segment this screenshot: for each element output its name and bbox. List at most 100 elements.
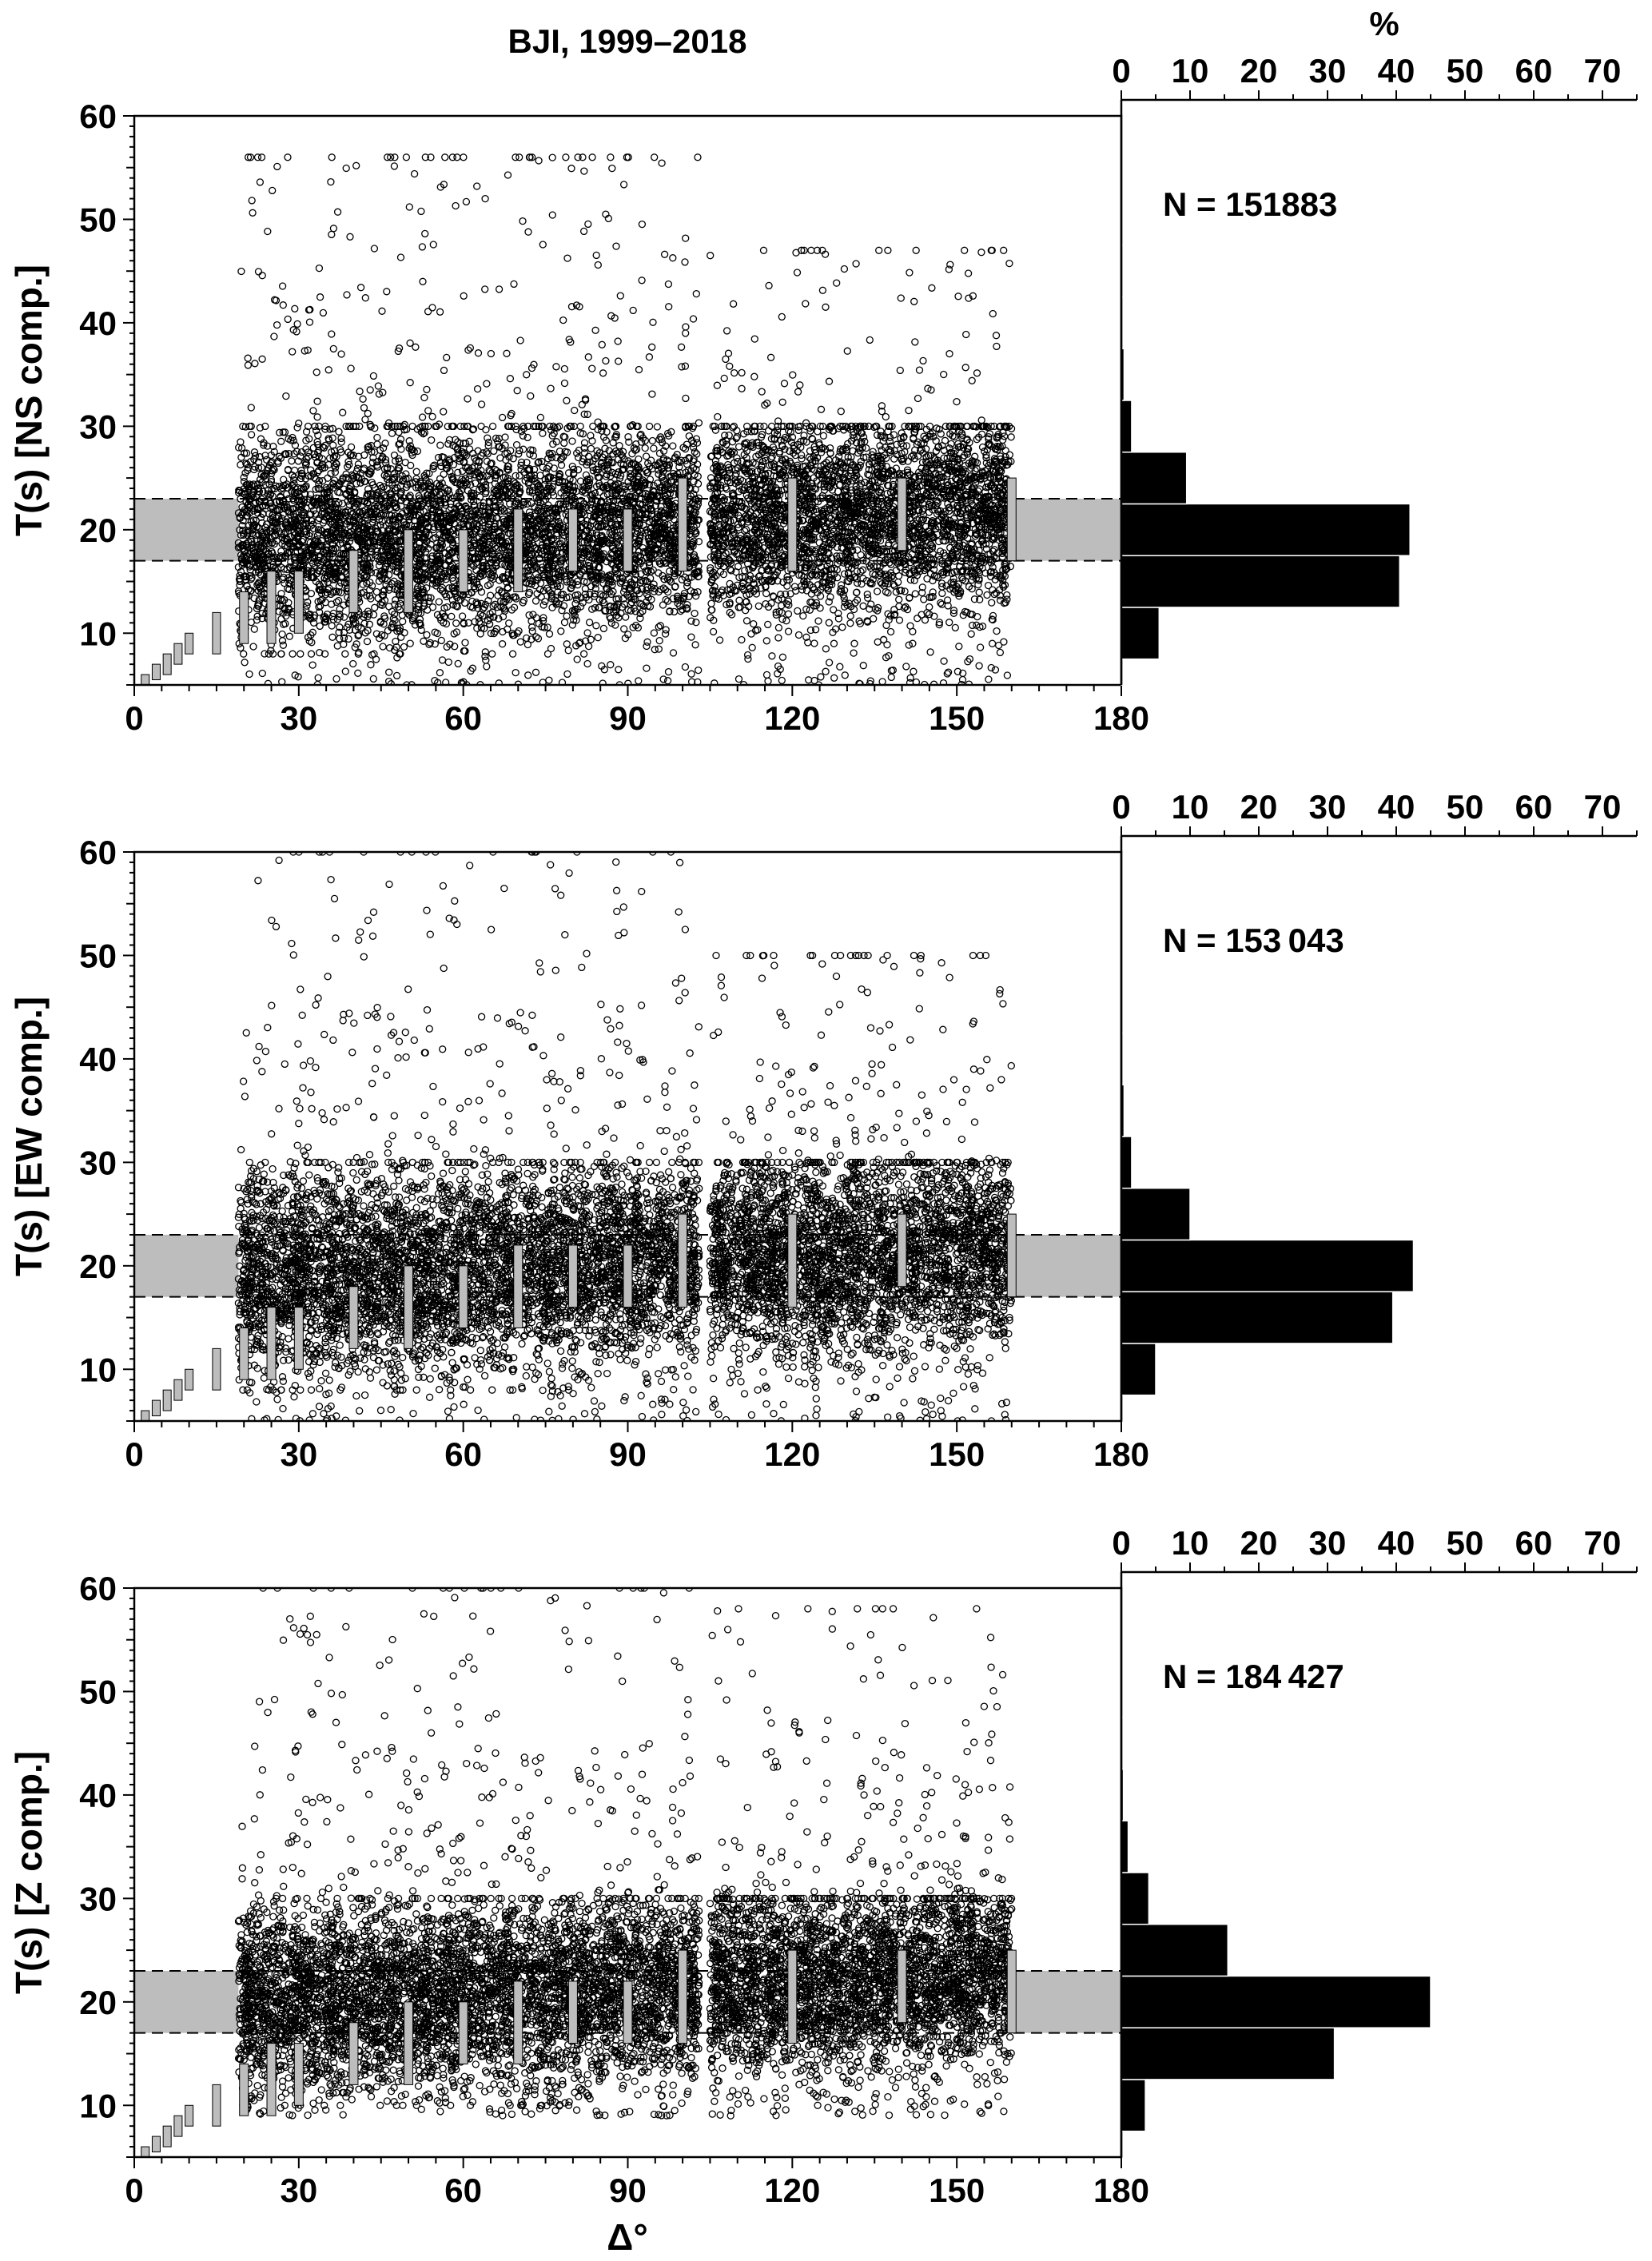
histogram-tick-label: 70 bbox=[1584, 788, 1622, 826]
x-tick-label: 90 bbox=[609, 1435, 647, 1473]
histogram-bar bbox=[1121, 1292, 1393, 1343]
range-bar bbox=[349, 1287, 358, 1349]
period-band bbox=[134, 499, 238, 561]
histogram-tick-label: 20 bbox=[1240, 52, 1278, 90]
range-bar bbox=[514, 1245, 523, 1328]
range-bar bbox=[213, 2084, 221, 2126]
sample-count-label: N = 153 043 bbox=[1163, 922, 1344, 959]
range-bar bbox=[213, 1348, 221, 1390]
x-tick-label: 180 bbox=[1093, 1435, 1149, 1473]
histogram-tick-label: 10 bbox=[1172, 788, 1209, 826]
x-tick-label: 90 bbox=[609, 699, 647, 737]
scatter-point-cloud bbox=[707, 1606, 1014, 2119]
x-tick-label: 150 bbox=[929, 1435, 985, 1473]
range-bar bbox=[514, 509, 523, 592]
y-tick-label: 60 bbox=[79, 98, 117, 135]
range-bar bbox=[623, 509, 632, 571]
plot-frame bbox=[134, 116, 1121, 685]
histogram-bar bbox=[1121, 555, 1399, 607]
period-band bbox=[1012, 499, 1121, 561]
histogram-bar bbox=[1121, 452, 1187, 504]
histogram-bar bbox=[1121, 2028, 1335, 2080]
histogram-tick-label: 0 bbox=[1112, 52, 1130, 90]
histogram-tick-label: 10 bbox=[1172, 1524, 1209, 1562]
range-bar bbox=[898, 1214, 906, 1287]
histogram-tick-label: 0 bbox=[1112, 1524, 1130, 1562]
range-bar bbox=[514, 1981, 523, 2064]
range-bar bbox=[163, 654, 171, 675]
range-bar bbox=[349, 2023, 358, 2085]
x-tick-label: 30 bbox=[280, 1435, 317, 1473]
histogram-bar bbox=[1121, 1925, 1228, 1976]
histogram-tick-label: 50 bbox=[1447, 788, 1484, 826]
histogram-tick-label: 30 bbox=[1309, 52, 1347, 90]
range-bar bbox=[898, 1950, 906, 2023]
y-axis-label: T(s) [NS comp.] bbox=[8, 265, 50, 536]
period-band bbox=[134, 1235, 238, 1297]
y-tick-label: 20 bbox=[79, 1984, 117, 2021]
y-tick-label: 40 bbox=[79, 1041, 117, 1078]
range-bar bbox=[174, 643, 182, 664]
x-tick-label: 150 bbox=[929, 699, 985, 737]
x-tick-label: 0 bbox=[125, 2171, 143, 2209]
period-band bbox=[1012, 1971, 1121, 2033]
y-axis-label: T(s) [Z comp.] bbox=[8, 1751, 50, 1994]
range-bar bbox=[174, 2116, 182, 2136]
histogram-bar bbox=[1121, 1343, 1156, 1395]
range-bar bbox=[267, 1308, 276, 1380]
range-bar bbox=[679, 478, 687, 571]
histogram-tick-label: 10 bbox=[1172, 52, 1209, 90]
y-axis-label: T(s) [EW comp.] bbox=[8, 997, 50, 1276]
histogram-bar bbox=[1121, 2080, 1145, 2132]
range-bar bbox=[404, 1266, 413, 1349]
range-bar bbox=[898, 478, 906, 551]
range-bar bbox=[294, 1308, 303, 1370]
range-bar bbox=[240, 2064, 249, 2116]
x-tick-label: 60 bbox=[444, 699, 482, 737]
range-bar bbox=[788, 1950, 797, 2044]
y-tick-label: 40 bbox=[79, 1777, 117, 1814]
y-tick-label: 40 bbox=[79, 305, 117, 342]
histogram-tick-label: 0 bbox=[1112, 788, 1130, 826]
x-tick-label: 30 bbox=[280, 699, 317, 737]
x-tick-label: 60 bbox=[444, 1435, 482, 1473]
range-bar bbox=[459, 2002, 468, 2064]
range-bar bbox=[141, 675, 149, 685]
histogram-bar bbox=[1121, 1976, 1431, 2028]
y-tick-label: 30 bbox=[79, 1880, 117, 1917]
range-bar bbox=[1007, 1950, 1016, 2033]
histogram-bar bbox=[1121, 400, 1132, 452]
histogram-tick-label: 40 bbox=[1378, 52, 1415, 90]
scatter-point-cloud bbox=[707, 247, 1014, 688]
histogram-tick-label: 50 bbox=[1447, 52, 1484, 90]
range-bar bbox=[349, 551, 358, 613]
sample-count-label: N = 184 427 bbox=[1163, 1658, 1344, 1695]
range-bar bbox=[568, 1981, 577, 2044]
range-bar bbox=[163, 2126, 171, 2147]
range-bar bbox=[185, 1369, 193, 1390]
y-tick-label: 50 bbox=[79, 937, 117, 974]
histogram-axis-label: % bbox=[1369, 5, 1399, 42]
range-bar bbox=[240, 1328, 249, 1379]
range-bar bbox=[623, 1245, 632, 1308]
histogram-tick-label: 70 bbox=[1584, 52, 1622, 90]
y-tick-label: 20 bbox=[79, 1248, 117, 1285]
range-bar bbox=[174, 1379, 182, 1400]
range-bar bbox=[788, 1214, 797, 1308]
x-tick-label: 30 bbox=[280, 2171, 317, 2209]
scatter-point-cloud bbox=[707, 953, 1014, 1424]
range-bar bbox=[213, 612, 221, 654]
histogram-tick-label: 30 bbox=[1309, 788, 1347, 826]
range-bar bbox=[185, 2105, 193, 2126]
period-band bbox=[1012, 1235, 1121, 1297]
histogram-bar bbox=[1121, 1188, 1190, 1240]
histogram-tick-label: 30 bbox=[1309, 1524, 1347, 1562]
histogram-bar bbox=[1121, 1136, 1132, 1188]
histogram-tick-label: 20 bbox=[1240, 788, 1278, 826]
range-bar bbox=[568, 1245, 577, 1308]
range-bar bbox=[568, 509, 577, 571]
histogram-tick-label: 60 bbox=[1515, 788, 1553, 826]
